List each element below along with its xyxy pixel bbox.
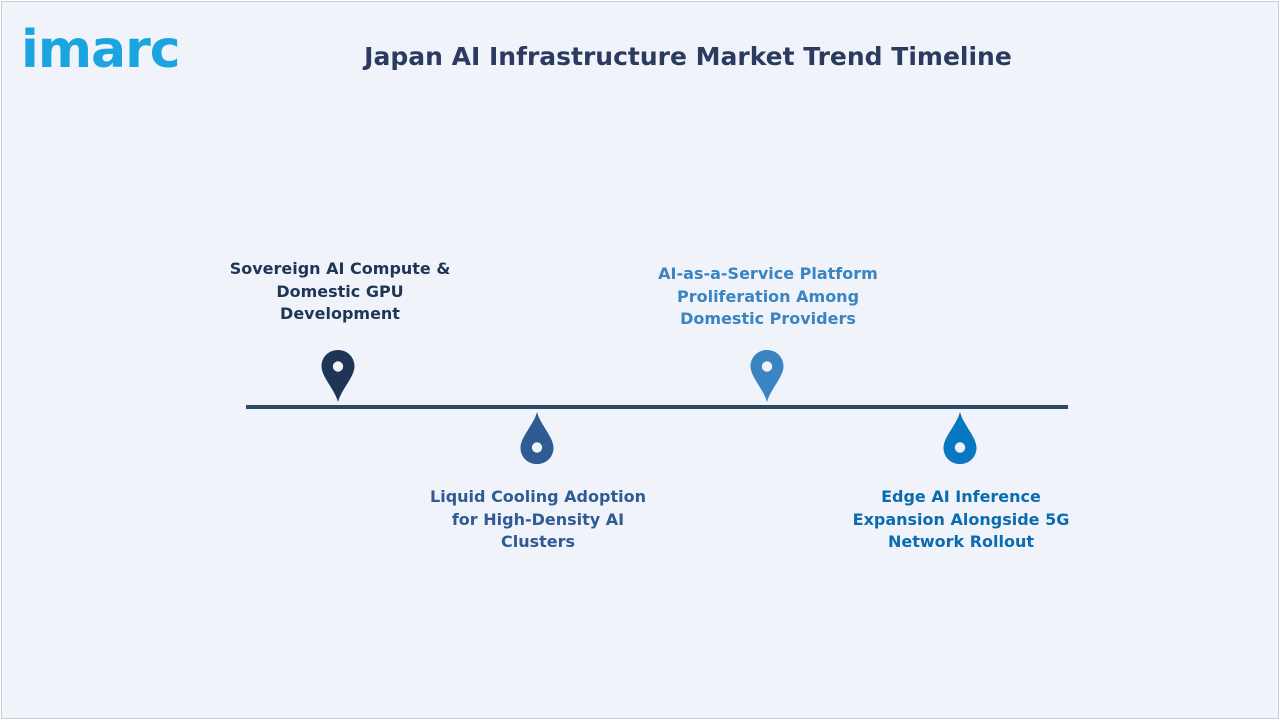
drop-pin-icon	[943, 412, 977, 464]
timeline-label-2: Liquid Cooling Adoption for High-Density…	[430, 487, 646, 551]
timeline-line	[246, 405, 1068, 409]
pin-2-shape	[520, 412, 554, 464]
page-title: Japan AI Infrastructure Market Trend Tim…	[364, 42, 1012, 71]
pin-3-shape	[750, 350, 784, 402]
timeline-label-3: AI-as-a-Service Platform Proliferation A…	[658, 264, 878, 328]
imarc-logo: imarc	[21, 16, 211, 86]
map-pin-icon	[321, 350, 355, 402]
timeline-label-4: Edge AI Inference Expansion Alongside 5G…	[852, 487, 1070, 551]
map-pin-icon	[750, 350, 784, 402]
logo-text: imarc	[21, 20, 181, 80]
pin-4-shape	[943, 412, 977, 464]
pin-1-shape	[321, 350, 355, 402]
timeline-label-1: Sovereign AI Compute & Domestic GPU Deve…	[229, 259, 451, 323]
pin-4-hole	[954, 442, 966, 453]
drop-pin-icon	[520, 412, 554, 464]
pin-1-hole	[332, 361, 344, 372]
pin-3-hole	[761, 361, 773, 372]
pin-2-hole	[531, 442, 543, 453]
